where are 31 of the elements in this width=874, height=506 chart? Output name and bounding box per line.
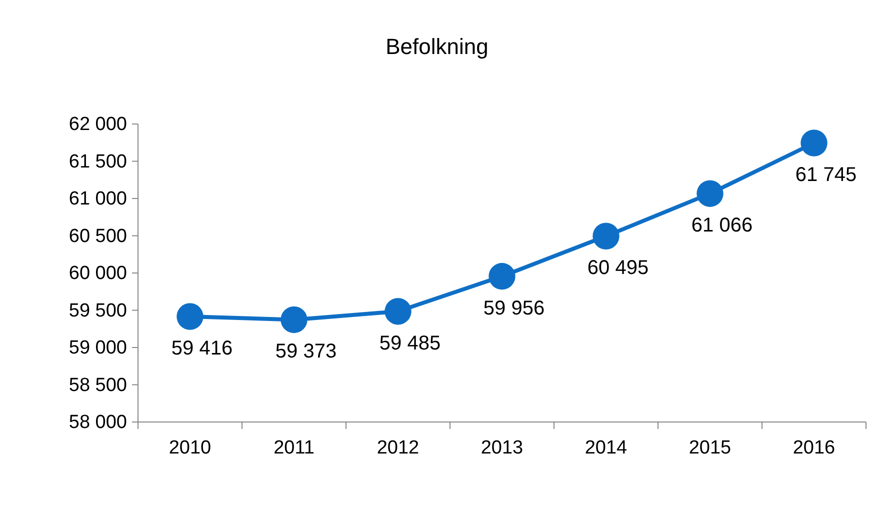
y-tick-label: 58 000 xyxy=(68,412,127,434)
data-label: 59 373 xyxy=(275,340,337,363)
data-label: 59 416 xyxy=(171,338,233,360)
y-tick-label: 59 500 xyxy=(68,300,127,322)
y-tick-label: 59 000 xyxy=(68,338,127,359)
x-tick-label: 2010 xyxy=(168,438,212,458)
y-tick-label: 60 000 xyxy=(68,263,127,284)
point xyxy=(280,306,308,334)
y-tick-label: 60 500 xyxy=(68,226,127,247)
y-tick-label: 61 500 xyxy=(68,151,127,172)
y-tick-label: 58 500 xyxy=(68,374,127,396)
data-label: 59 485 xyxy=(379,332,441,354)
x-tick-label: 2013 xyxy=(480,438,524,458)
x-tick-label: 2011 xyxy=(274,438,314,458)
y-tick-label: 62 000 xyxy=(68,114,127,136)
point xyxy=(696,180,724,207)
point xyxy=(384,298,412,325)
data-label: 59 956 xyxy=(483,297,545,320)
y-tick-label: 61 000 xyxy=(68,188,127,210)
x-tick-label: 2014 xyxy=(584,438,628,458)
chart-title: Befolkning xyxy=(386,34,488,59)
data-label: 60 495 xyxy=(587,257,649,280)
point xyxy=(176,303,204,330)
data-label: 61 066 xyxy=(691,214,753,237)
x-tick-label: 2015 xyxy=(688,438,732,458)
point xyxy=(800,130,828,156)
x-tick-label: 2012 xyxy=(376,438,420,458)
x-tick-label: 2016 xyxy=(792,438,836,458)
point xyxy=(488,262,516,290)
data-label: 61 745 xyxy=(795,164,857,186)
point xyxy=(592,222,620,250)
